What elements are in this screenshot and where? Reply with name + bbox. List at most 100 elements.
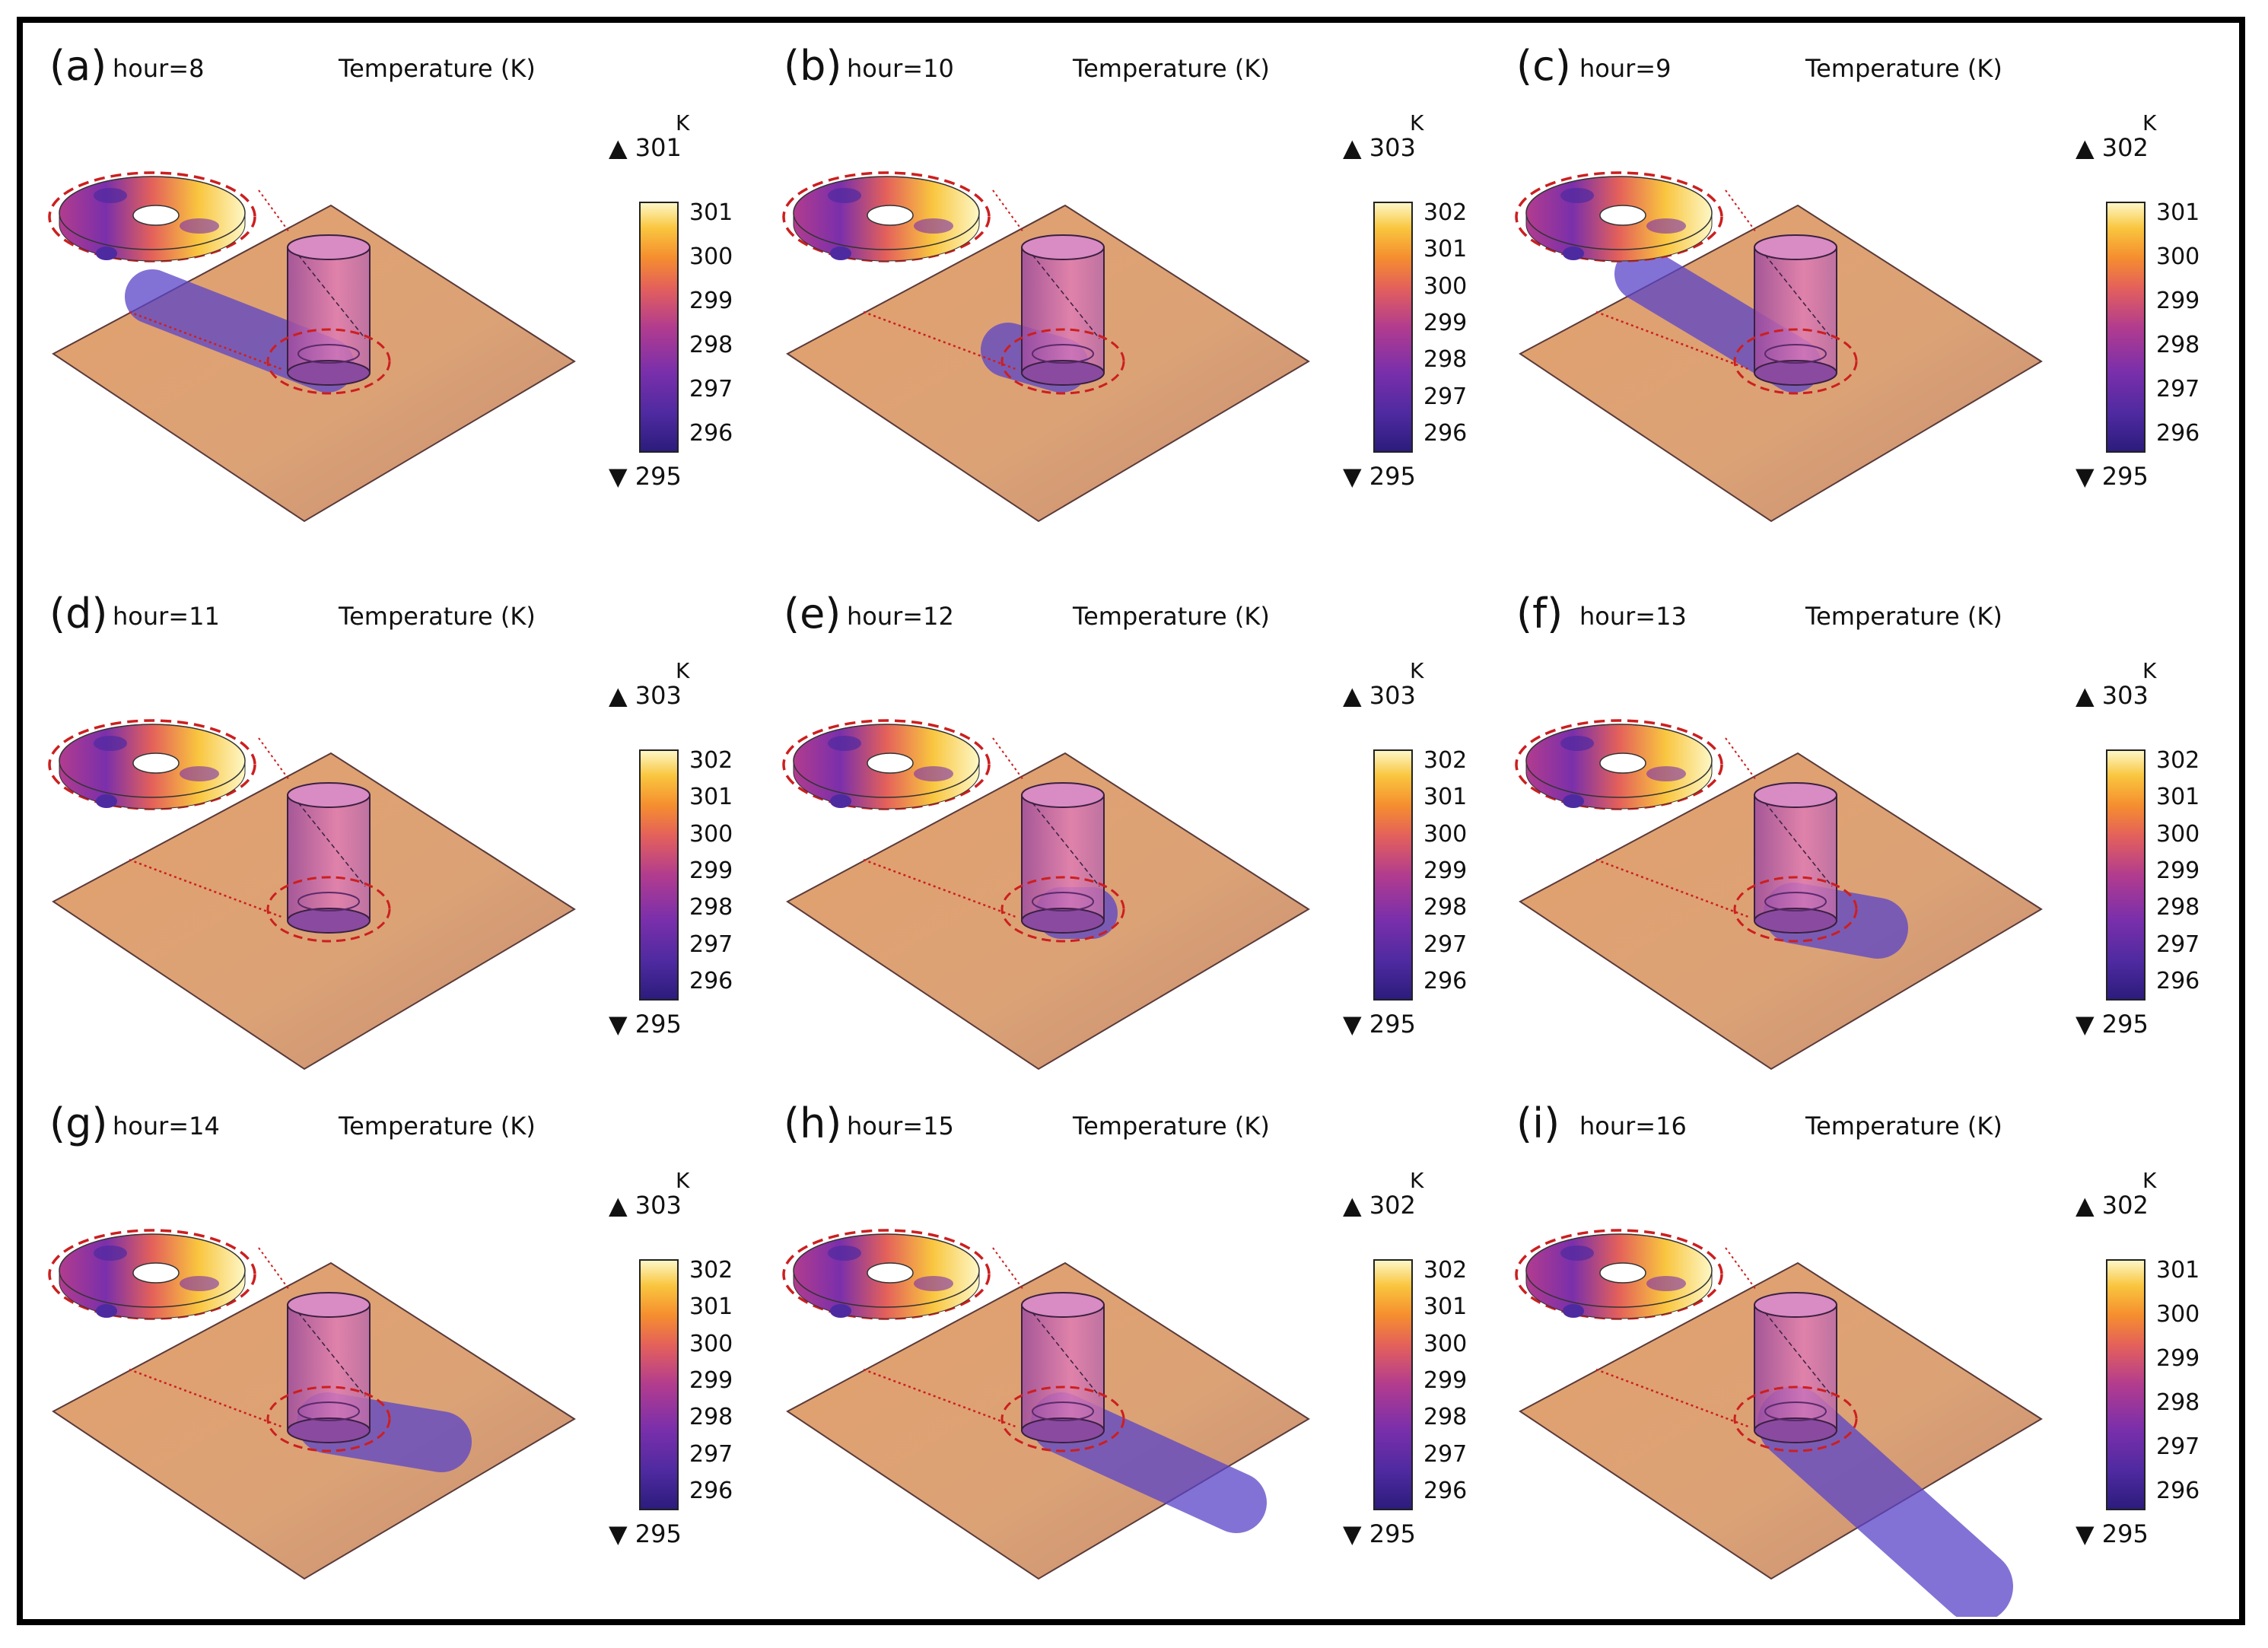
colorbar-tick: 301 xyxy=(689,199,733,226)
colorbar-unit: K xyxy=(1410,110,1424,135)
colorbar-min: ▼ 295 xyxy=(2076,1010,2149,1039)
zoom-connector xyxy=(129,1368,282,1428)
zoom-connector xyxy=(1595,858,1749,918)
zoomed-base-disc xyxy=(782,1229,991,1320)
colorbar-unit: K xyxy=(1410,1168,1424,1193)
cylinder-structure xyxy=(1021,1292,1105,1443)
cylinder-structure xyxy=(1754,782,1837,934)
hour-label: hour=12 xyxy=(847,602,954,631)
hour-label: hour=8 xyxy=(113,54,205,83)
hour-label: hour=14 xyxy=(113,1112,220,1141)
colorbar-tick: 298 xyxy=(689,894,733,921)
colorbar-title: Temperature (K) xyxy=(1805,602,2002,631)
colorbar-max: ▲ 301 xyxy=(609,133,682,162)
colorbar-tick: 296 xyxy=(1423,968,1468,994)
colorbar-max: ▲ 303 xyxy=(2076,681,2149,710)
colorbar-tick: 300 xyxy=(2156,243,2200,270)
colorbar-tick: 296 xyxy=(689,420,733,447)
colorbar-tick: 298 xyxy=(1423,346,1468,374)
zoom-connector xyxy=(863,1368,1016,1428)
colorbar-tick: 299 xyxy=(1423,857,1468,884)
base-highlight-ring xyxy=(266,1386,391,1452)
colorbar-tick: 296 xyxy=(1423,420,1468,447)
cylinder-structure xyxy=(287,1292,371,1443)
zoom-connector xyxy=(863,858,1016,918)
colorbar-tick: 301 xyxy=(2156,784,2200,811)
hour-label: hour=16 xyxy=(1579,1112,1687,1141)
colorbar-tick: 301 xyxy=(1423,236,1468,263)
colorbar-tick: 298 xyxy=(2156,332,2200,358)
colorbar xyxy=(1373,1259,1413,1510)
colorbar-max: ▲ 302 xyxy=(2076,133,2149,162)
colorbar-title: Temperature (K) xyxy=(339,602,536,631)
panel-c: (c) hour=9 Temperature (K) K ▲ 302 ▼ 295 301 30… xyxy=(1497,27,2228,574)
zoomed-base-disc xyxy=(48,171,256,262)
colorbar xyxy=(2106,202,2146,453)
colorbar-title: Temperature (K) xyxy=(1073,54,1270,83)
colorbar-min: ▼ 295 xyxy=(609,462,682,491)
colorbar-tick: 302 xyxy=(689,747,733,774)
zoom-connector xyxy=(129,858,282,918)
colorbar xyxy=(639,749,679,1001)
base-highlight-ring xyxy=(1000,876,1125,943)
colorbar-tick: 298 xyxy=(2156,894,2200,921)
panel-h: (h) hour=15 Temperature (K) K ▲ 302 ▼ 295 302 3… xyxy=(765,1084,1495,1632)
zoomed-base-disc xyxy=(1515,719,1723,810)
panel-label: (d) xyxy=(49,590,108,638)
panel-label: (c) xyxy=(1516,42,1571,90)
colorbar xyxy=(1373,749,1413,1001)
colorbar-tick: 296 xyxy=(1423,1478,1468,1504)
colorbar-tick: 301 xyxy=(2156,199,2200,226)
panel-label: (g) xyxy=(49,1099,108,1147)
colorbar-tick: 301 xyxy=(1423,1293,1468,1321)
base-highlight-ring xyxy=(1733,876,1858,943)
colorbar-tick: 302 xyxy=(2156,747,2200,774)
panel-f: (f) hour=13 Temperature (K) K ▲ 303 ▼ 295 302 3… xyxy=(1497,574,2228,1122)
colorbar-tick: 300 xyxy=(689,1330,733,1357)
panel-b: (b) hour=10 Temperature (K) K ▲ 303 ▼ 295 302 3… xyxy=(765,27,1495,574)
colorbar-tick: 300 xyxy=(1423,272,1468,300)
temperature-scene xyxy=(48,719,576,1071)
colorbar-tick: 297 xyxy=(1423,931,1468,958)
colorbar-max: ▲ 303 xyxy=(1343,133,1416,162)
temperature-scene xyxy=(1515,719,2043,1071)
colorbar-title: Temperature (K) xyxy=(1805,54,2002,83)
colorbar-tick: 299 xyxy=(2156,288,2200,314)
colorbar-tick: 302 xyxy=(1423,747,1468,774)
cylinder-structure xyxy=(287,234,371,386)
colorbar-tick: 299 xyxy=(689,1367,733,1394)
colorbar-tick: 300 xyxy=(689,820,733,848)
colorbar-tick: 297 xyxy=(689,931,733,958)
colorbar-tick: 297 xyxy=(2156,1433,2200,1460)
colorbar-tick: 299 xyxy=(1423,1367,1468,1394)
base-highlight-ring xyxy=(1733,1386,1858,1452)
colorbar-tick: 297 xyxy=(689,1440,733,1468)
colorbar-tick: 296 xyxy=(2156,1478,2200,1504)
zoom-connector xyxy=(863,310,1016,371)
panel-label: (i) xyxy=(1516,1099,1560,1147)
zoomed-base-disc xyxy=(48,1229,256,1320)
hour-label: hour=11 xyxy=(113,602,220,631)
colorbar-max: ▲ 302 xyxy=(2076,1191,2149,1220)
colorbar-tick: 301 xyxy=(1423,784,1468,811)
colorbar-tick: 298 xyxy=(689,1404,733,1431)
colorbar-tick: 297 xyxy=(2156,376,2200,402)
colorbar xyxy=(2106,749,2146,1001)
panel-a: (a) hour=8 Temperature (K) K ▲ 301 ▼ 295 301 30… xyxy=(30,27,761,574)
base-highlight-ring xyxy=(266,876,391,943)
colorbar xyxy=(639,202,679,453)
colorbar-tick: 298 xyxy=(1423,1404,1468,1431)
temperature-scene xyxy=(782,171,1310,523)
panel-label: (f) xyxy=(1516,590,1563,638)
cylinder-structure xyxy=(1021,234,1105,386)
temperature-scene xyxy=(48,171,576,523)
temperature-scene xyxy=(1515,1229,2043,1617)
colorbar-max: ▲ 303 xyxy=(609,1191,682,1220)
zoom-connector xyxy=(129,310,282,371)
colorbar-tick: 301 xyxy=(2156,1257,2200,1284)
colorbar-min: ▼ 295 xyxy=(609,1010,682,1039)
colorbar-min: ▼ 295 xyxy=(609,1519,682,1548)
base-highlight-ring xyxy=(266,328,391,395)
colorbar xyxy=(639,1259,679,1510)
temperature-scene xyxy=(1515,171,2043,523)
